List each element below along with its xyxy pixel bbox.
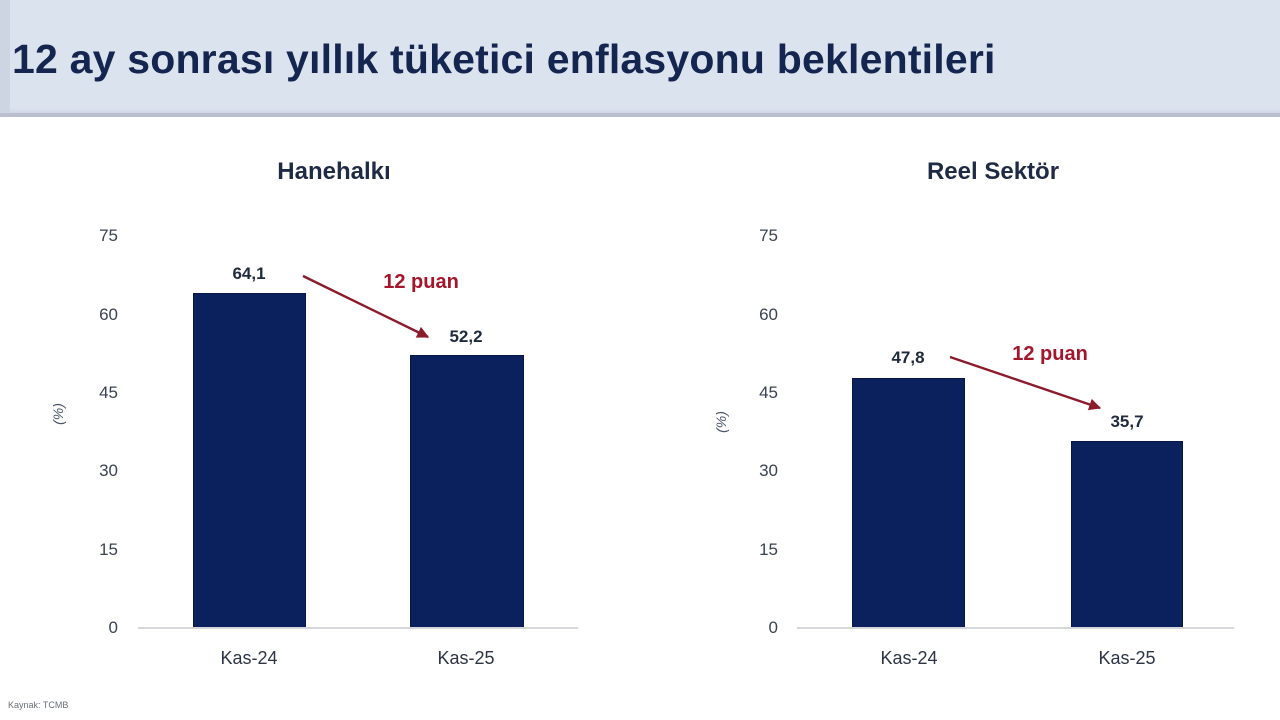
y-tick: 45 — [99, 383, 118, 402]
y-tick: 15 — [99, 540, 118, 559]
annotation-label: 12 puan — [383, 271, 459, 293]
value-label: 52,2 — [449, 327, 483, 346]
x-axis-baseline — [138, 627, 578, 629]
y-tick: 0 — [108, 618, 118, 637]
y-tick: 75 — [759, 226, 778, 245]
y-tick: 75 — [99, 226, 118, 245]
y-tick: 15 — [759, 540, 778, 559]
bar-kas-25 — [410, 355, 524, 628]
header-edge-strip — [0, 0, 10, 113]
x-axis-baseline — [797, 627, 1234, 629]
y-tick: 60 — [759, 305, 778, 324]
bar-kas-24 — [193, 293, 306, 628]
y-tick: 60 — [99, 305, 118, 324]
x-category-label: Kas-25 — [437, 648, 495, 668]
y-axis-label: (%) — [50, 403, 66, 425]
bar-kas-25 — [1071, 441, 1183, 628]
value-label: 47,8 — [891, 348, 925, 367]
bar-kas-24 — [852, 378, 965, 628]
value-label: 64,1 — [232, 264, 266, 283]
chart-title: Reel Sektör — [926, 158, 1060, 185]
y-tick: 0 — [768, 618, 778, 637]
x-category-label: Kas-25 — [1098, 648, 1156, 668]
y-axis-label: (%) — [713, 411, 729, 433]
annotation-label: 12 puan — [1012, 343, 1088, 365]
y-tick: 45 — [759, 383, 778, 402]
y-tick: 30 — [759, 461, 778, 480]
slide-header: 12 ay sonrası yıllık tüketici enflasyonu… — [0, 0, 1280, 117]
x-category-label: Kas-24 — [220, 648, 278, 668]
y-tick: 30 — [99, 461, 118, 480]
chart-title: Hanehalkı — [277, 158, 391, 185]
source-note: Kaynak: TCMB — [8, 700, 69, 710]
value-label: 35,7 — [1110, 412, 1144, 431]
x-category-label: Kas-24 — [880, 648, 938, 668]
page-title: 12 ay sonrası yıllık tüketici enflasyonu… — [12, 36, 996, 82]
